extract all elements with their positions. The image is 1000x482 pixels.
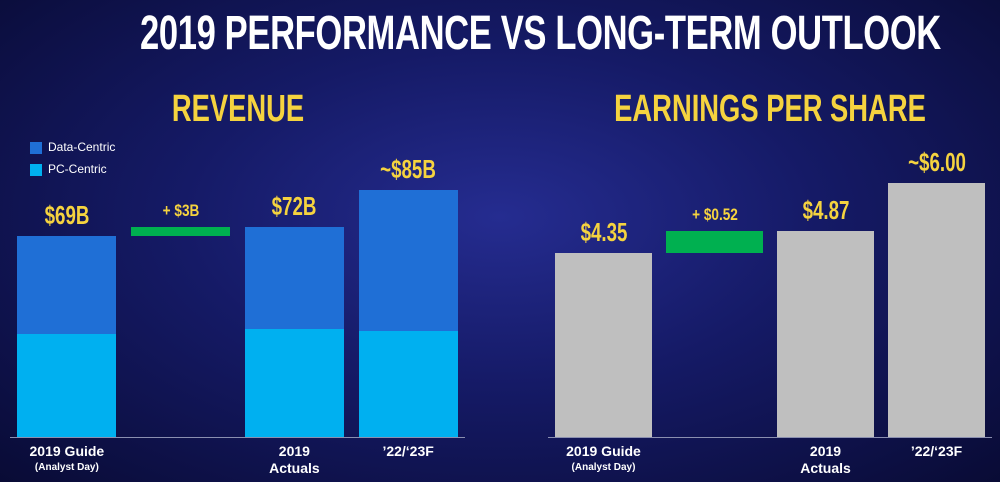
- category-label: 2019 Guide: [566, 443, 641, 459]
- value-label: $72B: [271, 191, 317, 222]
- bar: [555, 253, 652, 437]
- legend-swatch: [30, 142, 42, 154]
- category-label: 2019 Actuals: [800, 443, 851, 476]
- axis-line: [10, 437, 465, 438]
- value-label: $4.87: [802, 195, 849, 226]
- value-label: ~$85B: [380, 153, 436, 184]
- bar-segment: [358, 330, 458, 437]
- axis-line: [548, 437, 992, 438]
- category-label: 2019 Guide: [29, 443, 105, 459]
- change-bar: [131, 227, 231, 237]
- slide-title: 2019 PERFORMANCE VS LONG-TERM OUTLOOK: [140, 7, 941, 60]
- change-label: + $0.52: [691, 205, 738, 225]
- legend-label: PC-Centric: [48, 162, 107, 176]
- legend-label: Data-Centric: [48, 140, 116, 154]
- value-label: $4.35: [580, 217, 627, 248]
- chart-title: EARNINGS PER SHARE: [614, 88, 926, 130]
- bar: [777, 231, 874, 437]
- change-label: + $3B: [162, 201, 199, 221]
- category-label: ’22/‘23F: [910, 443, 963, 459]
- change-bar: [666, 231, 763, 254]
- category-note: (Analyst Day): [34, 462, 99, 473]
- chart-title: REVENUE: [171, 88, 304, 130]
- category-label: 2019 Actuals: [269, 443, 320, 476]
- bar-segment: [17, 236, 117, 334]
- legend-swatch: [30, 164, 42, 176]
- bar: [888, 183, 985, 437]
- bar-segment: [244, 329, 344, 437]
- category-label: ’22/‘23F: [382, 443, 434, 459]
- value-label: ~$6.00: [907, 147, 966, 178]
- category-note: (Analyst Day): [571, 462, 636, 473]
- value-label: $69B: [44, 200, 90, 231]
- bar-segment: [358, 189, 458, 331]
- bar-segment: [17, 333, 117, 437]
- bar-segment: [244, 227, 344, 330]
